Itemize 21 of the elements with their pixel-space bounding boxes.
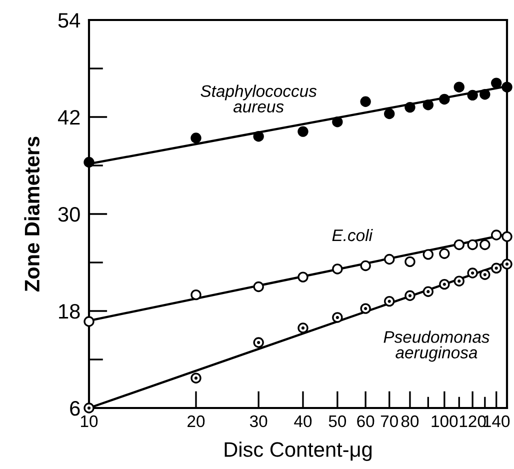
y-tick-label: 42 bbox=[58, 110, 80, 125]
x-tick-label: 120 bbox=[460, 415, 486, 428]
x-tick-label: 20 bbox=[188, 415, 205, 428]
y-axis-title: Zone Diameters bbox=[24, 136, 40, 292]
x-tick-label: 40 bbox=[294, 415, 312, 428]
series-label: E.coli bbox=[332, 228, 373, 242]
x-tick-label: 30 bbox=[250, 415, 268, 428]
series-label: Pseudomonas aeruginosa bbox=[384, 330, 490, 362]
x-tick-label: 70 bbox=[380, 415, 398, 428]
y-tick-label: 18 bbox=[59, 304, 80, 319]
x-tick-label: 100 bbox=[432, 415, 458, 428]
series-label: Staphylococcus aureus bbox=[200, 84, 317, 113]
y-tick-label: 54 bbox=[58, 13, 80, 28]
x-axis-title: Disc Content-μg bbox=[224, 442, 372, 462]
x-tick-label: 80 bbox=[401, 415, 419, 428]
x-tick-label: 50 bbox=[328, 415, 346, 428]
x-tick-label: 10 bbox=[81, 415, 98, 428]
y-tick-label: 6 bbox=[70, 401, 80, 416]
x-tick-label: 60 bbox=[357, 415, 374, 428]
y-tick-label: 30 bbox=[58, 207, 80, 222]
x-tick-label: 140 bbox=[484, 415, 510, 428]
